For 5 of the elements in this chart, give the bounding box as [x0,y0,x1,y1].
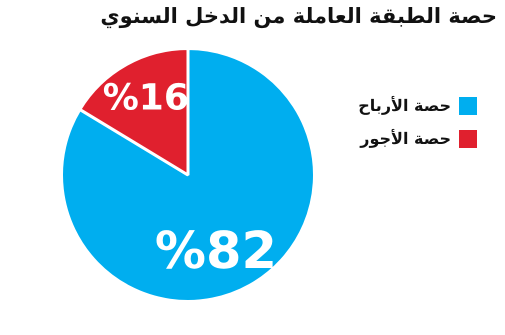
legend-label: حصة الأجور [360,129,451,148]
data-label: %16 [102,77,189,118]
data-label: %82 [154,222,277,281]
chart-title: حصة الطبقة العاملة من الدخل السنوي [100,4,497,28]
legend-label: حصة الأرباح [358,96,451,115]
